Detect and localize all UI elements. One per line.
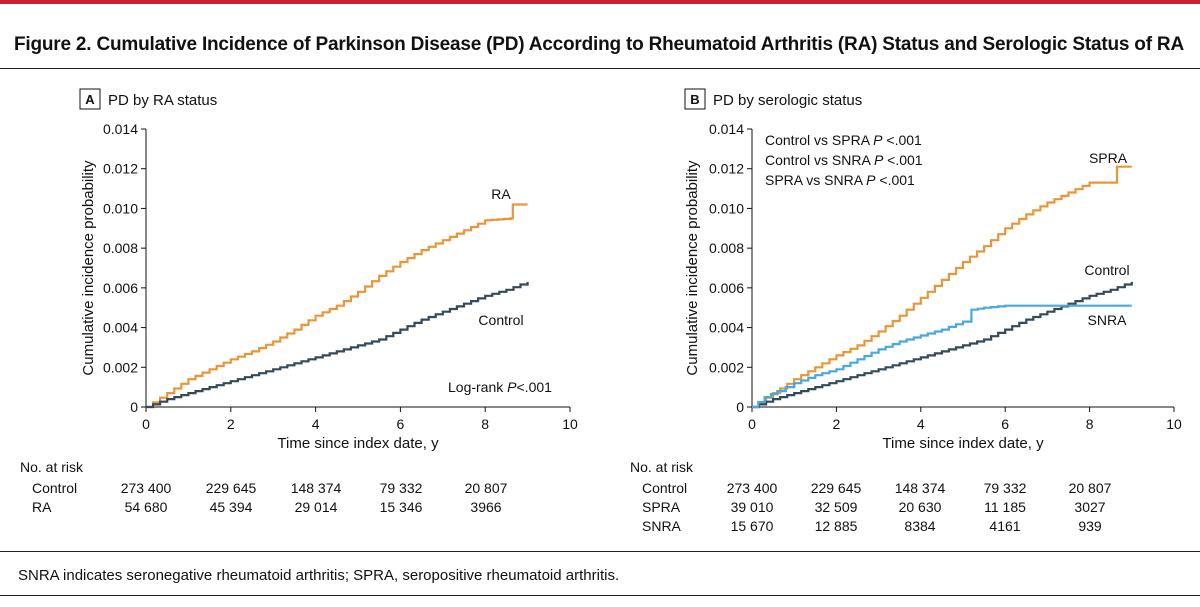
panel-b-x-tick-label: 10	[1166, 416, 1182, 432]
panel-b-y-tick-label: 0.014	[709, 121, 744, 137]
panel-b-letter-label: B	[690, 92, 699, 107]
panel-a-y-tick-label: 0.010	[103, 200, 138, 216]
panel-b-p-value-annotation: Control vs SNRA P <.001	[765, 152, 923, 168]
top-accent-bar	[0, 0, 1200, 4]
panel-b-series-spra	[752, 165, 1132, 409]
panel-b-y-tick-label: 0.006	[709, 280, 744, 296]
panel-b-y-axis-title: Cumulative incidence probability	[684, 160, 701, 376]
panel-b-at-risk-cell: 8384	[904, 518, 935, 534]
panel-b-series-snra	[752, 304, 1132, 409]
panel-b-at-risk-row-label: SNRA	[642, 518, 682, 534]
panel-b-at-risk-cell: 20 807	[1069, 480, 1112, 496]
panel-a-x-tick-label: 0	[142, 416, 150, 432]
panel-a-y-axis-title: Cumulative incidence probability	[80, 160, 97, 376]
panel-a-at-risk-row-label: Control	[32, 480, 77, 496]
panel-b-p-value-annotation: Control vs SPRA P <.001	[765, 132, 922, 148]
panel-b-series-control-line	[752, 281, 1133, 409]
panel-a-series-control	[146, 281, 529, 409]
panel-b-y-tick-label: 0.012	[709, 161, 744, 177]
panel-a-at-risk-cell: 29 014	[295, 499, 338, 515]
panel-a-y-tick-label: 0.012	[103, 161, 138, 177]
figure-charts: A PD by RA status 0 0.002 0.004 0.006 0.008 0.0…	[20, 88, 1182, 534]
footnote-divider-top	[0, 551, 1200, 552]
panel-b-series-snra-label: SNRA	[1088, 312, 1128, 328]
panel-a-y-tick-label: 0.006	[103, 280, 138, 296]
panel-a-p-value-annotation: Log-rank P<.001	[448, 379, 552, 395]
panel-a-at-risk-cell: 54 680	[125, 499, 168, 515]
footnote-divider-bottom	[0, 595, 1200, 596]
panel-a-x-tick-label: 6	[397, 416, 405, 432]
panel-b-letter-badge	[684, 88, 706, 110]
panel-b-x-tick-label: 8	[1086, 416, 1094, 432]
panel-b-y-tick-label: 0.002	[709, 359, 744, 375]
panel-a-title: PD by RA status	[108, 92, 217, 109]
panel-b-at-risk-cell: 4161	[989, 518, 1020, 534]
panel-b-at-risk-cell: 229 645	[811, 480, 862, 496]
panel-b-title: PD by serologic status	[713, 92, 862, 109]
panel-a-x-tick-label: 10	[562, 416, 578, 432]
panel-b-at-risk-cell: 39 010	[731, 499, 774, 515]
panel-a-at-risk-header: No. at risk	[20, 459, 84, 475]
panel-a-at-risk-cell: 15 346	[380, 499, 423, 515]
panel-a-letter-badge	[79, 88, 101, 110]
panel-b-at-risk-row-label: SPRA	[642, 499, 681, 515]
panel-a-at-risk-cell: 45 394	[210, 499, 253, 515]
panel-a-series-ra	[146, 203, 528, 409]
panel-b-at-risk-cell: 79 332	[984, 480, 1027, 496]
panel-b-at-risk-cell: 20 630	[899, 499, 942, 515]
panel-b-at-risk-cell: 148 374	[895, 480, 946, 496]
panel-b-p-value-annotation: SPRA vs SNRA P <.001	[765, 172, 915, 188]
panel-b-at-risk-cell: 12 885	[815, 518, 858, 534]
panel-a-at-risk-cell: 20 807	[465, 480, 508, 496]
panel-b-at-risk-cell: 15 670	[731, 518, 774, 534]
panel-b-at-risk-header: No. at risk	[630, 459, 694, 475]
panel-b-y-tick-label: 0.008	[709, 240, 744, 256]
panel-a-y-tick-label: 0.002	[103, 359, 138, 375]
panel-a-series-ra-label: RA	[491, 186, 511, 202]
panel-a-x-tick-label: 2	[227, 416, 235, 432]
panel-a-letter-label: A	[85, 92, 95, 107]
panel-b-at-risk-row-label: Control	[642, 480, 687, 496]
panel-b-at-risk-cell: 273 400	[727, 480, 778, 496]
panel-a-series-control-label: Control	[478, 312, 523, 328]
panel-a-y-tick-label: 0.004	[103, 320, 138, 336]
panel-b-series-spra-line	[752, 165, 1132, 409]
panel-b-x-tick-label: 4	[917, 416, 925, 432]
panel-b-series-control	[752, 281, 1133, 409]
panel-a-at-risk-cell: 273 400	[121, 480, 172, 496]
panel-b-series-control-label: Control	[1084, 262, 1129, 278]
panel-b-at-risk-cell: 32 509	[815, 499, 858, 515]
panel-a-at-risk-cell: 3966	[470, 499, 501, 515]
panel-a-y-tick-label: 0.008	[103, 240, 138, 256]
title-divider	[0, 68, 1200, 69]
panel-a-at-risk-cell: 148 374	[291, 480, 342, 496]
panel-b-at-risk-cell: 11 185	[984, 499, 1026, 515]
figure-footnote: SNRA indicates seronegative rheumatoid a…	[18, 567, 620, 584]
panel-a-series-ra-line	[146, 203, 528, 409]
panel-a-y-tick-label: 0.014	[103, 121, 138, 137]
panel-b-series-spra-label: SPRA	[1089, 150, 1128, 166]
panel-b-x-tick-label: 0	[748, 416, 756, 432]
panel-a-y-tick-label: 0	[130, 399, 138, 415]
panel-a-at-risk-row-label: RA	[32, 499, 52, 515]
panel-a-at-risk-cell: 229 645	[206, 480, 257, 496]
panel-b-series-snra-line	[752, 304, 1132, 409]
panel-a-x-axis-title: Time since index date, y	[277, 435, 439, 452]
panel-a-x-tick-label: 8	[481, 416, 489, 432]
panel-b-y-tick-label: 0.010	[709, 200, 744, 216]
panel-b-x-tick-label: 6	[1001, 416, 1009, 432]
panel-b-y-tick-label: 0	[736, 399, 744, 415]
panel-b-x-axis-title: Time since index date, y	[882, 435, 1044, 452]
panel-a-series-control-line	[146, 281, 529, 409]
panel-a-at-risk-cell: 79 332	[380, 480, 423, 496]
panel-b-at-risk-cell: 3027	[1074, 499, 1105, 515]
panel-a-x-tick-label: 4	[312, 416, 320, 432]
figure-title: Figure 2. Cumulative Incidence of Parkin…	[14, 34, 1184, 55]
panel-b-at-risk-cell: 939	[1078, 518, 1102, 534]
panel-b-y-tick-label: 0.004	[709, 320, 744, 336]
panel-b-x-tick-label: 2	[833, 416, 841, 432]
